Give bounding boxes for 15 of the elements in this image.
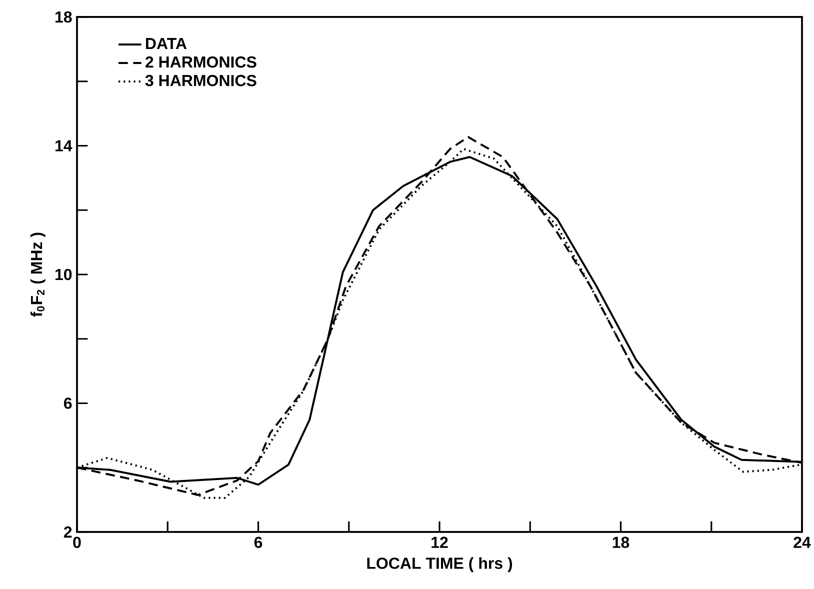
- y-tick-label: 6: [64, 398, 72, 409]
- y-tick-label: 2: [64, 526, 72, 538]
- legend-label: 2 HARMONICS: [146, 56, 256, 68]
- x-tick-label: 12: [432, 536, 448, 548]
- legend-label: 3 HARMONICS: [145, 74, 256, 86]
- legend-label: DATA: [146, 38, 187, 50]
- y-axis-title: f$_{0}$F$_{2}$ ( MHz ): [30, 232, 46, 317]
- x-axis-title: LOCAL TIME ( hrs ): [367, 557, 512, 572]
- y-tick-label: 10: [56, 268, 72, 280]
- x-tick-label: 6: [254, 536, 262, 548]
- y-tick-label: 18: [56, 11, 72, 23]
- x-tick-label: 24: [794, 536, 811, 548]
- x-tick-label: 0: [73, 536, 81, 548]
- x-tick-label: 18: [612, 536, 630, 548]
- y-tick-label: 14: [56, 140, 72, 152]
